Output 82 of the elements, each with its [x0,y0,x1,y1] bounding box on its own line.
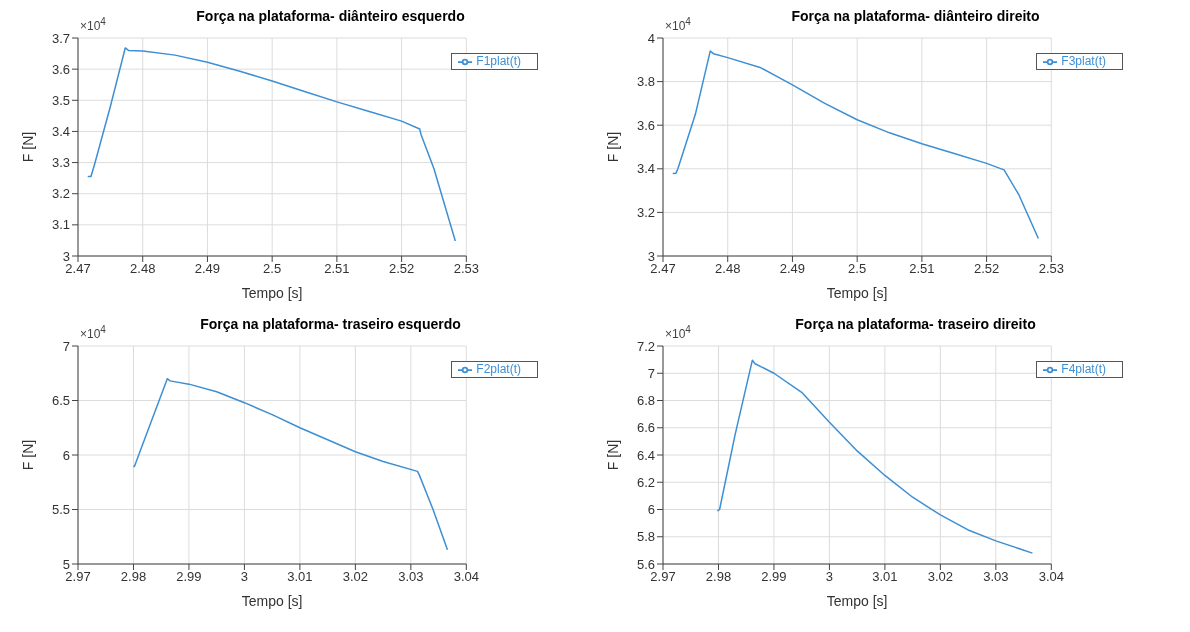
y-tick-label: 3.4 [51,124,70,140]
y-tick-label: 3.2 [636,205,655,221]
x-tick-label: 2.47 [65,261,91,277]
y-axis-title: F [N] [19,439,36,471]
x-tick-label: 2.47 [650,261,676,277]
y-tick-label: 3.8 [636,74,655,90]
x-tick-label: 3 [825,569,834,585]
x-tick-label: 3.03 [983,569,1009,585]
y-tick-label: 3.7 [51,30,70,46]
text: ×10$^{4}$ [80,16,106,33]
y-tick-label: 5.8 [636,529,655,545]
x-tick-label: 3.01 [872,569,898,585]
x-tick-label: 2.49 [194,261,221,277]
x-tick-label: 2.97 [65,569,91,585]
x-tick-label: 2.98 [705,569,732,585]
y-tick-label: 7 [62,338,70,354]
x-tick-label: 3 [240,569,249,585]
x-tick-label: 2.51 [909,261,935,277]
x-tick-label: 2.52 [388,261,415,277]
line-series [132,377,449,551]
y-axis-title: F [N] [604,439,621,471]
chart-title: Força na plataforma- traseiro esquerdo [200,316,461,332]
x-tick-label: 2.48 [130,261,156,277]
y-tick-label: 3 [62,248,70,264]
x-tick-label: 3.02 [927,569,954,585]
x-tick-label: 2.99 [176,569,202,585]
x-tick-label: 2.48 [715,261,741,277]
y-tick-label: 3.5 [51,92,70,108]
legend-label: F4plat(t) [1061,362,1106,376]
x-tick-label: 2.97 [650,569,676,585]
y-axis-title: F [N] [19,131,36,163]
x-tick-label: 2.5 [848,261,867,277]
line-series [671,50,1040,240]
x-tick-label: 3.03 [398,569,424,585]
text: ×10$^{4}$ [665,16,691,33]
text: ×10$^{4}$ [665,324,691,341]
line-series [86,47,457,242]
x-tick-label: 3.04 [453,569,479,585]
y-tick-label: 3.6 [51,61,70,77]
y-tick-label: 3.2 [51,186,70,202]
y-tick-label: 3.4 [636,161,655,177]
y-tick-label: 6.5 [51,393,70,409]
line-series [716,359,1034,554]
legend-label: F1plat(t) [476,54,521,68]
legend-label: F3plat(t) [1061,54,1106,68]
y-tick-label: 6.8 [636,393,655,409]
x-axis-title: Tempo [s] [826,593,888,609]
y-tick-label: 5.5 [51,502,70,518]
x-axis-title: Tempo [s] [241,285,303,301]
x-tick-label: 2.53 [1038,261,1064,277]
y-tick-label: 5 [62,556,70,572]
y-tick-label: 6 [62,447,70,463]
chart-title: Força na plataforma- diânteiro esquerdo [196,8,465,24]
x-tick-label: 2.52 [973,261,1000,277]
x-tick-label: 2.53 [453,261,479,277]
x-tick-label: 3.04 [1038,569,1064,585]
x-tick-label: 3.01 [287,569,313,585]
y-tick-label: 6.2 [636,474,655,490]
y-tick-label: 6.4 [636,447,655,463]
y-tick-label: 3 [647,248,655,264]
legend-label: F2plat(t) [476,362,521,376]
y-tick-label: 3.1 [51,217,70,233]
x-axis-title: Tempo [s] [826,285,888,301]
y-tick-label: 6.6 [636,420,655,436]
x-tick-label: 2.99 [761,569,787,585]
x-axis-title: Tempo [s] [241,593,303,609]
y-tick-label: 3.3 [51,155,70,171]
y-tick-label: 3.6 [636,117,655,133]
y-tick-label: 5.6 [636,556,655,572]
y-tick-label: 6 [647,502,655,518]
x-tick-label: 2.51 [324,261,350,277]
y-tick-label: 7.2 [636,338,655,354]
x-tick-label: 2.98 [120,569,147,585]
y-axis-title: F [N] [604,131,621,163]
x-tick-label: 3.02 [342,569,369,585]
x-tick-label: 2.5 [263,261,282,277]
x-tick-label: 2.49 [779,261,806,277]
chart-title: Força na plataforma- diânteiro direito [791,8,1040,24]
chart-title: Força na plataforma- traseiro direito [795,316,1036,332]
y-tick-label: 4 [647,30,655,46]
y-tick-label: 7 [647,365,655,381]
text: ×10$^{4}$ [80,324,106,341]
